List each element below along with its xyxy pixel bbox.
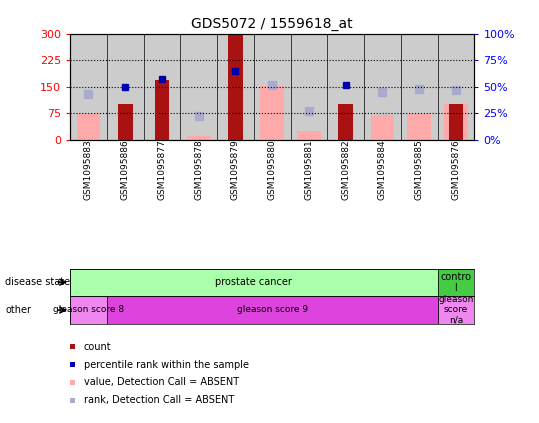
Bar (444, 104, 468, 140)
Bar (155, 80, 169, 140)
Bar (260, 86, 284, 140)
Bar (438, 296, 474, 324)
Text: gleason score 9: gleason score 9 (237, 305, 308, 314)
Bar (118, 104, 133, 140)
Text: other: other (5, 305, 31, 315)
Text: disease state: disease state (5, 277, 71, 287)
Bar (297, 131, 321, 140)
Bar (186, 136, 211, 140)
Bar (407, 113, 431, 140)
Text: gleason
score
n/a: gleason score n/a (438, 295, 474, 325)
Bar (370, 115, 395, 140)
Text: value, Detection Call = ABSENT: value, Detection Call = ABSENT (84, 377, 239, 387)
Title: GDS5072 / 1559618_at: GDS5072 / 1559618_at (191, 17, 353, 31)
Text: count: count (84, 342, 111, 352)
Bar (338, 104, 353, 140)
Bar (448, 104, 464, 140)
Bar (77, 113, 100, 140)
Text: percentile rank within the sample: percentile rank within the sample (84, 360, 248, 370)
Text: contro
l: contro l (440, 272, 472, 293)
Bar (438, 269, 474, 296)
Bar (228, 34, 243, 140)
Bar (107, 296, 438, 324)
Text: prostate cancer: prostate cancer (216, 277, 292, 287)
Text: gleason score 8: gleason score 8 (53, 305, 124, 314)
Text: rank, Detection Call = ABSENT: rank, Detection Call = ABSENT (84, 395, 234, 405)
Bar (70, 296, 107, 324)
